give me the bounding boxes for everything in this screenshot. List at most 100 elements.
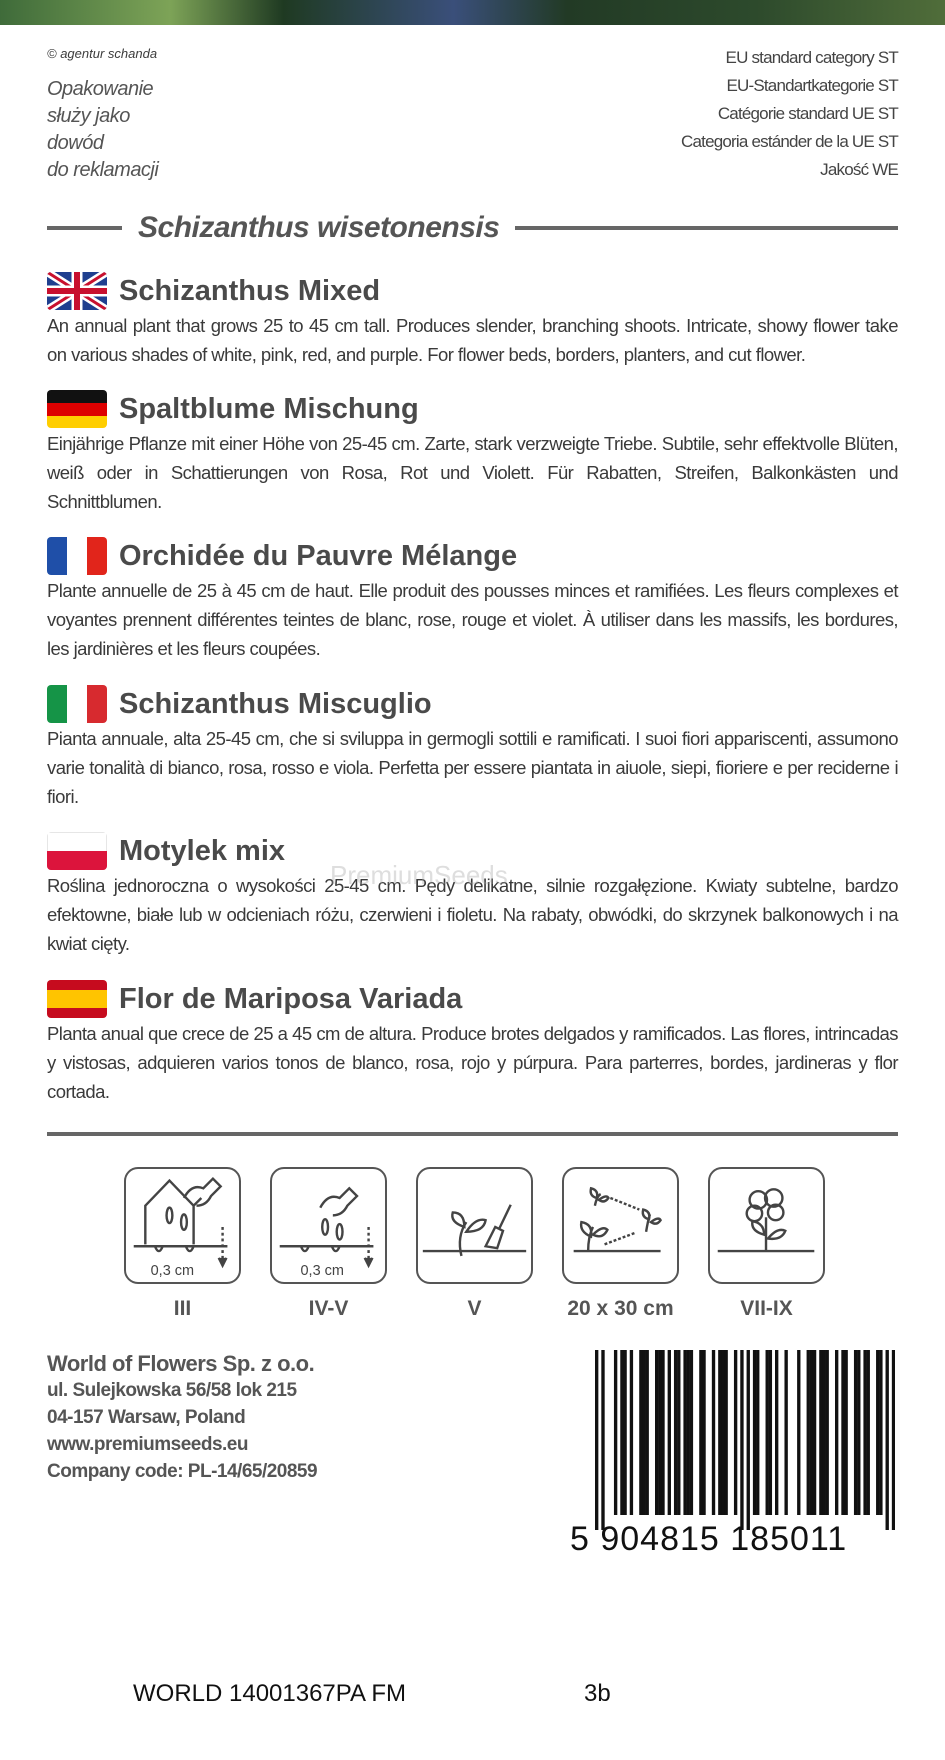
- svg-text:0,3 cm: 0,3 cm: [301, 1263, 344, 1279]
- barcode-bar: [841, 1350, 845, 1515]
- barcode-bar: [724, 1350, 728, 1515]
- section-heading: Spaltblume Mischung: [47, 389, 898, 429]
- print-code: WORLD 14001367PA FM: [133, 1680, 407, 1707]
- description-pl: Motylek mix Roślina jednoroczna o wysokoś…: [47, 831, 899, 958]
- eu-category: EU standard category ST EU-Standartkateg…: [681, 44, 899, 184]
- outdoor-sowing-icon: 0,3 cm: [270, 1167, 387, 1284]
- barcode-bar: [740, 1350, 744, 1530]
- barcode-bar: [595, 1350, 599, 1530]
- barcode-bar: [879, 1350, 883, 1515]
- barcode-bar: [639, 1350, 643, 1515]
- barcode-bar: [756, 1350, 760, 1515]
- latin-name: Schizanthus wisetonensis: [138, 211, 500, 244]
- barcode-bar: [658, 1350, 662, 1515]
- flag-es-icon: [47, 980, 107, 1018]
- barcode-bar: [746, 1350, 750, 1530]
- description-text: Planta anual que crece de 25 a 45 cm de …: [47, 1023, 899, 1102]
- copyright-credit: © agentur schanda: [47, 46, 158, 61]
- section-heading: Motylek mix: [47, 831, 898, 871]
- description-text: Roślina jednoroczna o wysokości 25-45 cm…: [47, 875, 899, 954]
- description-es: Flor de Mariposa Variada Planta anual que…: [47, 979, 899, 1106]
- flag-it-icon: [47, 685, 107, 723]
- barcode-bar: [806, 1350, 810, 1515]
- barcode-bar: [835, 1350, 839, 1515]
- flag-pl-icon: [47, 832, 107, 870]
- category-line: Catégorie standard UE ST: [717, 104, 899, 123]
- icon-label: 20 x 30 cm: [567, 1297, 674, 1320]
- description-text: Einjährige Pflanze mit einer Höhe von 25…: [47, 433, 899, 512]
- barcode-bar: [765, 1350, 769, 1515]
- complaint-note: Opakowanie służy jako dowód do reklamacj…: [47, 76, 159, 184]
- section-heading: Orchidée du Pauvre Mélange: [47, 536, 898, 576]
- barcode-digits: 5 904815 185011: [570, 1520, 848, 1558]
- barcode-bar: [784, 1350, 788, 1515]
- divider: [47, 1132, 898, 1136]
- category-line: EU standard category ST: [725, 48, 899, 67]
- barcode-bar: [853, 1350, 858, 1515]
- flag-uk-icon: [47, 272, 107, 310]
- barcode-bar: [718, 1350, 722, 1515]
- barcode-bar: [686, 1350, 690, 1515]
- barcode-bar: [885, 1350, 889, 1530]
- barcode-bar: [721, 1350, 725, 1515]
- common-name: Flor de Mariposa Variada: [119, 982, 463, 1015]
- barcode-bar: [689, 1350, 694, 1515]
- barcode-bar: [844, 1350, 848, 1515]
- claim-line: służy jako: [47, 105, 130, 127]
- greenhouse-sowing-icon: 0,3 cm: [124, 1167, 241, 1284]
- barcode-bar: [601, 1350, 605, 1530]
- common-name: Schizanthus Miscuglio: [119, 687, 432, 720]
- company-name: World of Flowers Sp. z o.o.: [47, 1351, 315, 1376]
- transplanting-icon: [416, 1167, 533, 1284]
- barcode-bar: [702, 1350, 706, 1515]
- company-info: World of Flowers Sp. z o.o. ul. Sulejkow…: [47, 1350, 318, 1485]
- barcode-bar: [797, 1350, 801, 1515]
- barcode-bar: [699, 1350, 703, 1515]
- claim-line: dowód: [47, 132, 104, 154]
- description-fr: Orchidée du Pauvre Mélange Plante annuell…: [47, 536, 899, 663]
- barcode-bar: [863, 1350, 867, 1515]
- description-text: An annual plant that grows 25 to 45 cm t…: [47, 315, 899, 365]
- category-line: EU-Standartkategorie ST: [726, 76, 898, 95]
- barcode-bar: [812, 1350, 817, 1515]
- barcode-bar: [683, 1350, 687, 1515]
- divider: [47, 226, 122, 230]
- common-name: Spaltblume Mischung: [119, 392, 419, 425]
- barcode-bar: [661, 1350, 665, 1515]
- barcode-bar: [819, 1350, 823, 1515]
- barcode-bar: [711, 1350, 716, 1515]
- latin-name-bar: Schizanthus wisetonensis: [47, 208, 898, 248]
- barcode-bar: [775, 1350, 779, 1515]
- icon-label: V: [467, 1297, 482, 1320]
- flag-fr-icon: [47, 537, 107, 575]
- section-heading: Flor de Mariposa Variada: [47, 979, 898, 1019]
- icon-label: VII-IX: [740, 1297, 793, 1320]
- description-uk: Schizanthus Mixed An annual plant that gr…: [47, 271, 899, 369]
- barcode-bar: [733, 1350, 738, 1515]
- claim-line: do reklamacji: [47, 159, 159, 181]
- barcode-bar: [891, 1350, 895, 1530]
- version-code: 3b: [584, 1680, 611, 1707]
- barcode-bar: [752, 1350, 757, 1515]
- barcode-bar: [822, 1350, 826, 1515]
- barcode-bar: [613, 1350, 618, 1515]
- description-text: Pianta annuale, alta 25-45 cm, che si sv…: [47, 728, 899, 807]
- barcode-bar: [667, 1350, 671, 1515]
- barcode-bar: [623, 1350, 627, 1515]
- spacing-icon: [562, 1167, 679, 1284]
- common-name: Orchidée du Pauvre Mélange: [119, 539, 518, 572]
- barcode-bar: [645, 1350, 649, 1515]
- description-it: Schizanthus Miscuglio Pianta annuale, alt…: [47, 684, 899, 811]
- category-line: Jakość WE: [820, 160, 899, 179]
- category-line: Categoria estánder de la UE ST: [681, 132, 899, 151]
- barcode-bar: [629, 1350, 634, 1515]
- barcode-bar: [825, 1350, 829, 1515]
- common-name: Motylek mix: [119, 834, 285, 867]
- icon-label: IV-V: [308, 1297, 349, 1320]
- svg-text:0,3 cm: 0,3 cm: [151, 1263, 194, 1279]
- barcode-bar: [655, 1350, 659, 1515]
- common-name: Schizanthus Mixed: [119, 274, 381, 307]
- barcode-bar: [673, 1350, 678, 1515]
- divider: [515, 226, 898, 230]
- barcode-bar: [876, 1350, 880, 1515]
